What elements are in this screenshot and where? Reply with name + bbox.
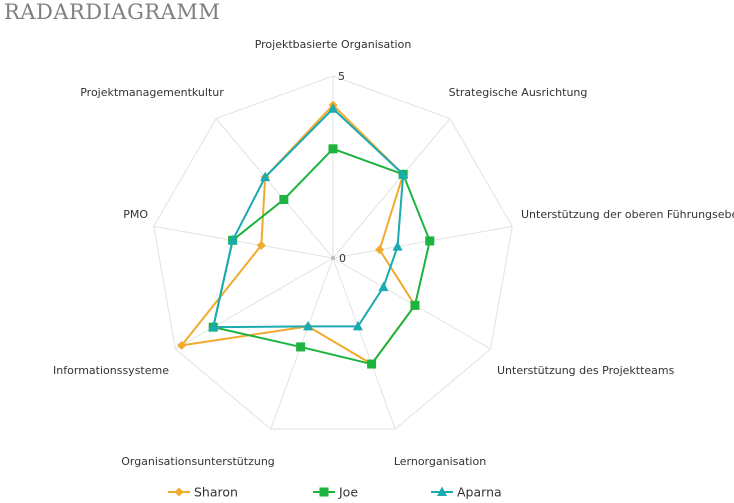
data-point — [367, 359, 377, 369]
data-point — [437, 486, 447, 496]
data-point — [296, 342, 306, 352]
category-label: Strategische Ausrichtung — [449, 86, 588, 99]
series-line — [212, 147, 431, 366]
data-point — [279, 194, 289, 204]
grid-web — [153, 75, 513, 430]
data-point — [256, 240, 266, 250]
data-point — [227, 234, 238, 245]
series-group — [177, 100, 435, 369]
data-point — [177, 340, 187, 350]
data-point — [319, 487, 329, 497]
series-line — [180, 104, 416, 366]
grid-spoke — [332, 118, 451, 259]
data-point — [352, 320, 363, 331]
legend-item-aparna[interactable]: Aparna — [431, 485, 502, 500]
radar-grid — [153, 75, 513, 430]
data-point — [425, 236, 435, 246]
category-label: Projektmanagementkultur — [80, 86, 224, 99]
tick-label-min: 0 — [339, 252, 346, 265]
data-point — [398, 168, 409, 179]
category-label: Organisationsunterstützung — [121, 455, 275, 468]
category-label: PMO — [123, 208, 148, 221]
data-point — [328, 144, 338, 154]
data-point — [174, 487, 184, 497]
legend-label: Sharon — [194, 485, 238, 500]
series-line — [212, 107, 405, 329]
grid-spoke — [153, 225, 334, 259]
grid-spoke — [332, 257, 396, 430]
chart-title: RADARDIAGRAMM — [4, 0, 221, 24]
legend-label: Aparna — [457, 485, 502, 500]
legend-item-joe[interactable]: Joe — [313, 485, 358, 500]
data-point — [375, 245, 385, 255]
data-point — [410, 300, 420, 310]
data-point — [392, 241, 403, 251]
legend-label: Joe — [338, 485, 358, 500]
grid-spoke — [215, 118, 334, 259]
legend: Sharon Joe Aparna — [168, 485, 502, 500]
data-point — [260, 171, 271, 182]
tick-label-max: 5 — [338, 70, 345, 83]
data-point — [303, 320, 314, 331]
data-point — [328, 103, 338, 113]
legend-item-sharon[interactable]: Sharon — [168, 485, 238, 500]
data-point — [378, 281, 389, 292]
grid-spoke — [175, 257, 334, 350]
series-aparna — [208, 103, 409, 332]
category-label: Lernorganisation — [394, 455, 486, 468]
grid-spoke — [332, 225, 513, 259]
center-point — [331, 256, 335, 260]
category-label: Unterstützung des Projektteams — [497, 364, 675, 377]
data-point — [208, 321, 219, 332]
radial-tick-labels: 50 — [338, 70, 346, 265]
category-label: Projektbasierte Organisation — [255, 38, 412, 51]
category-label: Informationssysteme — [53, 364, 169, 377]
category-label: Unterstützung der oberen Führungsebene — [521, 208, 734, 221]
category-labels: Projektbasierte Organisation Strategische… — [53, 38, 734, 468]
